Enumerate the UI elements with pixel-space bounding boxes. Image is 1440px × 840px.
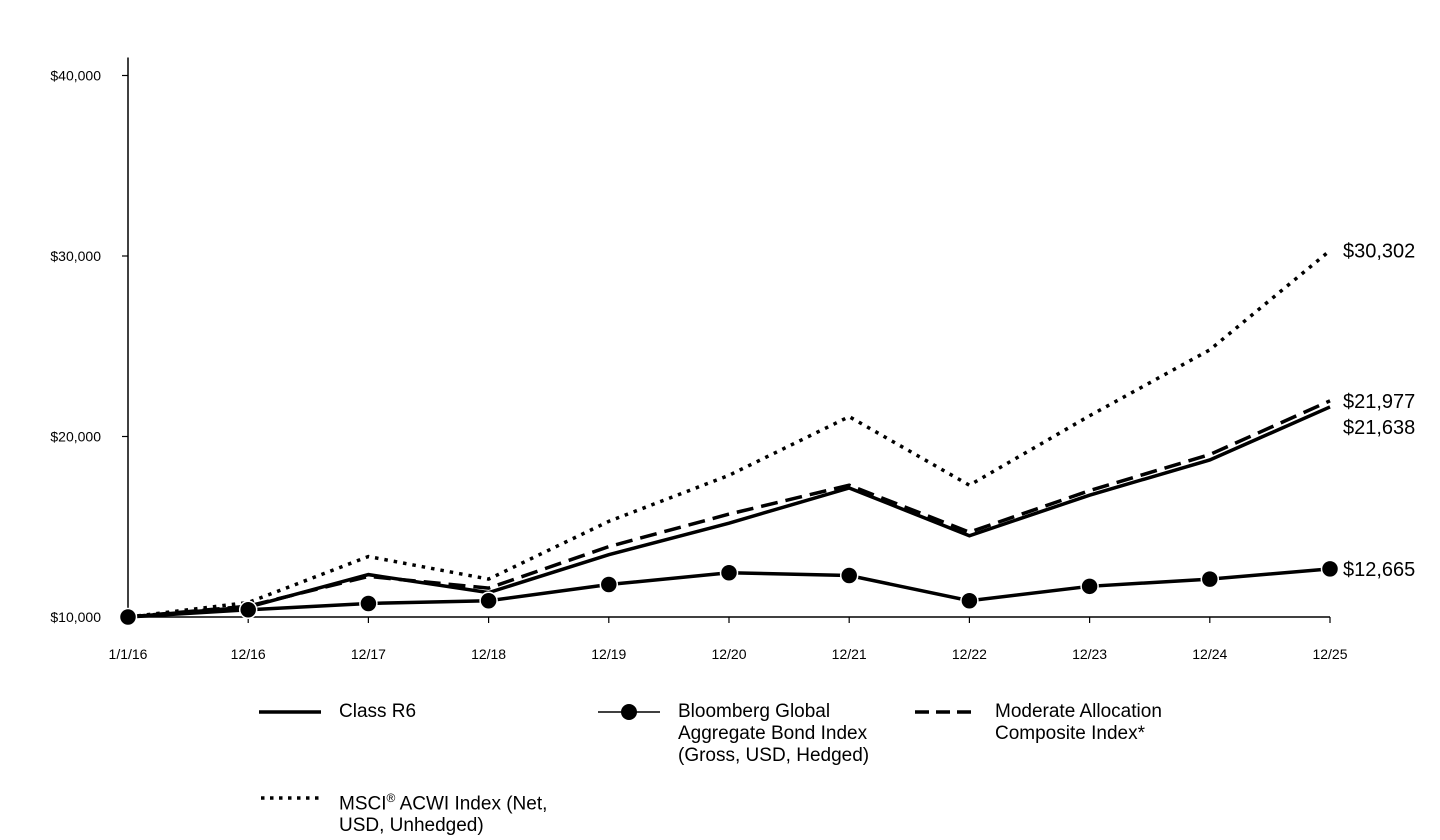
series-line-moderate-allocation xyxy=(127,399,1331,619)
x-tick-label: 12/18 xyxy=(471,646,506,662)
data-point-marker xyxy=(719,563,739,583)
data-point-marker xyxy=(479,591,498,611)
x-tick-label: 1/1/16 xyxy=(109,646,148,662)
y-tick-label: $20,000 xyxy=(50,429,101,445)
x-tick-label: 12/16 xyxy=(231,646,266,662)
x-tick-label: 12/25 xyxy=(1312,646,1347,662)
x-tick-label: 12/22 xyxy=(952,646,987,662)
data-point-marker xyxy=(359,594,378,613)
x-tick-label: 12/21 xyxy=(832,646,867,662)
end-label-bloomberg-bond: $12,665 xyxy=(1343,559,1415,581)
data-point-marker xyxy=(238,600,258,620)
series-line-class-r6 xyxy=(127,405,1331,619)
end-label-class-r6: $21,638 xyxy=(1343,417,1415,439)
y-tick-label: $30,000 xyxy=(50,248,101,264)
end-label-msci-acwi: $30,302 xyxy=(1343,241,1415,263)
y-tick-label: $40,000 xyxy=(50,68,101,84)
x-tick-label: 12/20 xyxy=(711,646,746,662)
x-tick-label: 12/19 xyxy=(591,646,626,662)
data-point-marker xyxy=(960,591,979,611)
x-tick-label: 12/23 xyxy=(1072,646,1107,662)
data-point-marker xyxy=(839,566,859,585)
data-point-marker xyxy=(118,607,138,627)
y-tick-label: $10,000 xyxy=(50,609,101,625)
x-tick-label: 12/24 xyxy=(1192,646,1227,662)
data-point-marker xyxy=(1320,559,1340,579)
x-tick-label: 12/17 xyxy=(351,646,386,662)
data-point-marker xyxy=(1080,577,1099,596)
data-point-marker xyxy=(1200,569,1220,589)
end-label-moderate-allocation: $21,977 xyxy=(1343,391,1415,413)
data-point-marker xyxy=(599,575,619,594)
series-line-msci-acwi xyxy=(127,249,1332,619)
